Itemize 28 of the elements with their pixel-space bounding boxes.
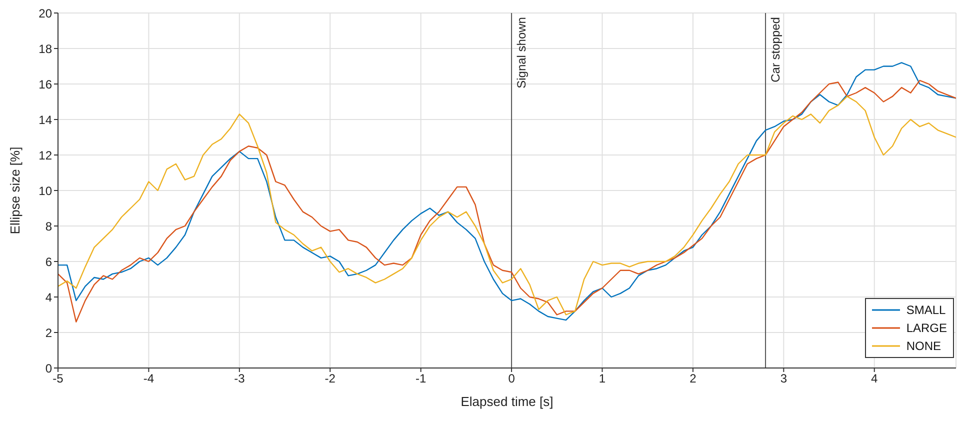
y-tick-label: 18 xyxy=(38,42,52,56)
y-tick-label: 8 xyxy=(45,219,52,234)
y-tick-label: 20 xyxy=(38,6,52,20)
x-tick-label: -4 xyxy=(143,372,154,386)
y-axis-title: Ellipse size [%] xyxy=(8,146,23,234)
ref-line-label: Car stopped xyxy=(768,17,783,82)
y-tick-label: 0 xyxy=(45,361,52,376)
x-tick-label: -2 xyxy=(324,372,336,386)
y-tick-label: 6 xyxy=(45,254,52,269)
legend-label: NONE xyxy=(906,338,941,355)
legend-label: LARGE xyxy=(906,320,947,337)
y-tick-label: 12 xyxy=(38,148,52,162)
x-tick-label: 0 xyxy=(508,372,516,386)
x-tick-label: 3 xyxy=(780,372,788,386)
x-tick-label: 2 xyxy=(690,372,697,386)
x-axis-title: Elapsed time [s] xyxy=(460,394,554,409)
x-tick-label: 1 xyxy=(598,372,606,386)
y-tick-label: 2 xyxy=(45,326,52,340)
x-tick-label: -3 xyxy=(234,372,246,386)
legend-label: SMALL xyxy=(906,302,946,319)
y-tick-label: 14 xyxy=(38,112,52,127)
x-tick-label: -1 xyxy=(415,372,426,386)
ref-line-label: Signal shown xyxy=(514,17,529,88)
y-tick-label: 10 xyxy=(38,184,52,198)
y-tick-label: 16 xyxy=(38,77,52,92)
x-tick-label: 4 xyxy=(871,372,878,386)
y-tick-label: 4 xyxy=(45,290,52,304)
x-tick-label: -5 xyxy=(52,372,64,386)
